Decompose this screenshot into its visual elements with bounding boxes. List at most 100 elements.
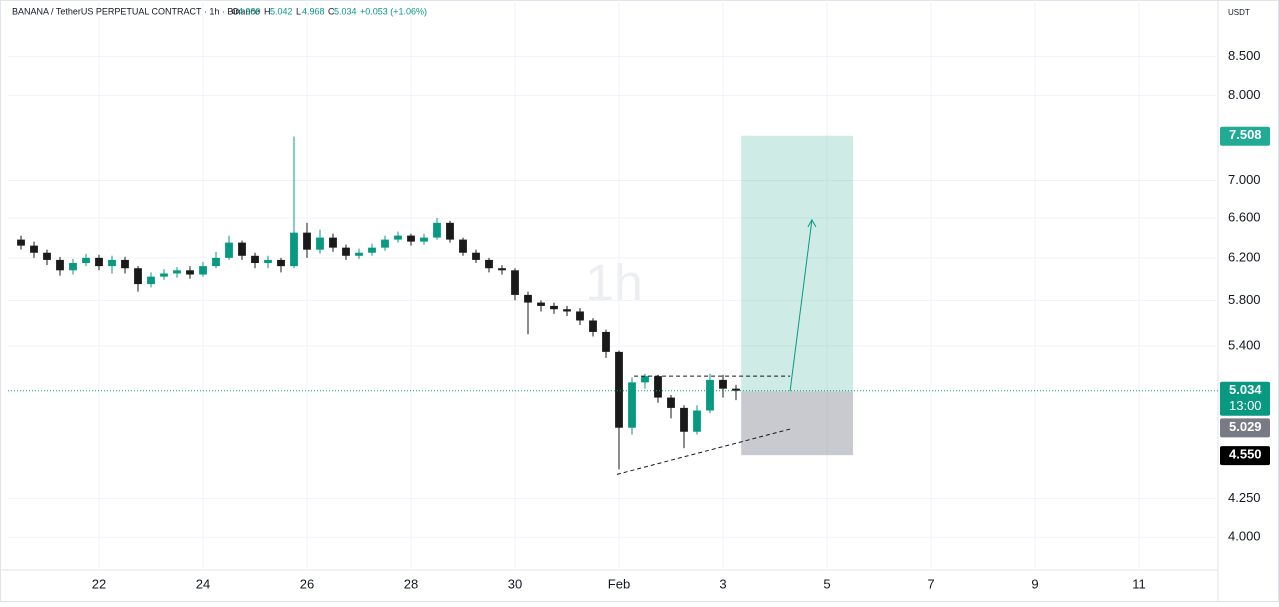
candle-body	[199, 266, 207, 275]
y-tick-label: 4.250	[1228, 490, 1261, 505]
candle-body	[472, 252, 480, 260]
axes: 4.000 4.250 5.400 5.800 6.200 6.600 7.000 8.000…	[92, 48, 1270, 591]
candle-body	[56, 259, 64, 271]
candle-body	[602, 331, 610, 352]
arrow	[789, 219, 813, 392]
candle-body	[550, 305, 558, 310]
price-tag-label: 5.029	[1229, 419, 1262, 434]
arrow-head	[807, 218, 817, 228]
x-tick-label: 9	[1031, 576, 1038, 591]
candle-body	[615, 351, 623, 428]
y-tick-label: 4.000	[1228, 529, 1261, 544]
candle-body	[485, 259, 493, 269]
x-tick-label: 26	[300, 576, 314, 591]
candle-body	[212, 257, 220, 267]
candle-body	[342, 247, 350, 256]
symbol: BANANA / TetherUS PERPETUAL CONTRACT · 1…	[12, 6, 260, 16]
candle-body	[82, 257, 90, 264]
candle-body	[628, 382, 636, 428]
loss-zone	[741, 391, 853, 456]
candle-body	[381, 239, 389, 248]
price-tag-label: 5.034	[1229, 382, 1262, 397]
candle-body	[186, 270, 194, 275]
candle-body	[238, 242, 246, 256]
grid	[8, 0, 1218, 570]
candle-body	[498, 268, 506, 271]
candle-body	[134, 268, 142, 285]
candle-body	[394, 235, 402, 240]
x-tick-label: 3	[719, 576, 726, 591]
x-tick-label: 24	[196, 576, 210, 591]
candle-body	[693, 410, 701, 432]
change: +0.053 (+1.06%)	[360, 6, 427, 16]
candle-body	[563, 309, 571, 312]
currency[interactable]: USDT	[1228, 8, 1250, 17]
candle-body	[511, 270, 519, 295]
ohlc-value: 5.042	[270, 6, 293, 16]
ohlc-value: 4.968	[302, 6, 325, 16]
candle-body	[277, 259, 285, 267]
candle-body	[121, 259, 129, 269]
candle-body	[446, 222, 454, 240]
y-tick-label: 5.400	[1228, 337, 1261, 352]
trend-line	[616, 428, 791, 475]
ohlc-key: L	[296, 6, 301, 16]
candle-body	[654, 376, 662, 398]
candle-body	[368, 247, 376, 253]
candle-body	[173, 270, 181, 274]
candle-body	[30, 245, 38, 253]
candle-body	[43, 252, 51, 260]
x-tick-label: 22	[92, 576, 106, 591]
candle-body	[69, 263, 77, 271]
x-tick-label: 30	[508, 576, 522, 591]
candle-body	[225, 242, 233, 258]
candle-body	[420, 237, 428, 242]
x-tick-label: 5	[823, 576, 830, 591]
ohlc-key: C	[328, 6, 335, 16]
candle-body	[459, 239, 467, 253]
watermark: 1h	[585, 255, 643, 313]
candle-body	[589, 320, 597, 332]
profit-zone	[741, 135, 853, 392]
y-tick-label: 8.500	[1228, 48, 1261, 63]
candle-body	[147, 276, 155, 285]
y-tick-label: 8.000	[1228, 87, 1261, 102]
candle-body	[17, 239, 25, 246]
price-tag	[1220, 381, 1270, 416]
x-tick-label: 28	[404, 576, 418, 591]
candle-body	[576, 311, 584, 321]
price-tag-label: 4.550	[1229, 447, 1262, 462]
candle-body	[524, 294, 532, 303]
candle-body	[680, 407, 688, 432]
ohlc-legend: O4.980 H 5.042 L 4.968 C 5.034 +0.053 (+1.06%)	[232, 6, 427, 16]
candle-body	[407, 235, 415, 242]
y-tick-label: 6.200	[1228, 249, 1261, 264]
x-tick-label: 7	[927, 576, 934, 591]
candle-body	[160, 273, 168, 277]
y-tick-label: 7.000	[1228, 172, 1261, 187]
ohlc-value: 4.980	[238, 6, 261, 16]
price-tag-label: 7.508	[1229, 127, 1262, 142]
candle-body	[732, 388, 740, 391]
y-tick-label: 5.800	[1228, 292, 1261, 307]
y-tick-label: 6.600	[1228, 209, 1261, 224]
ohlc-key: H	[264, 6, 271, 16]
candle-body	[316, 237, 324, 250]
x-tick-label: Feb	[608, 576, 630, 591]
candle-body	[719, 379, 727, 389]
x-tick-label: 11	[1132, 576, 1146, 591]
ohlc-key: O	[232, 6, 239, 16]
price-tag	[1220, 126, 1270, 146]
candle-body	[251, 255, 259, 264]
candle-body	[537, 302, 545, 306]
candle-body	[290, 232, 298, 267]
price-tag	[1220, 446, 1270, 466]
candle-body	[264, 259, 272, 264]
price-tag	[1220, 418, 1270, 438]
candle-body	[303, 232, 311, 250]
candle-body	[95, 257, 103, 267]
candle-body	[108, 259, 116, 267]
candle-body	[706, 379, 714, 411]
